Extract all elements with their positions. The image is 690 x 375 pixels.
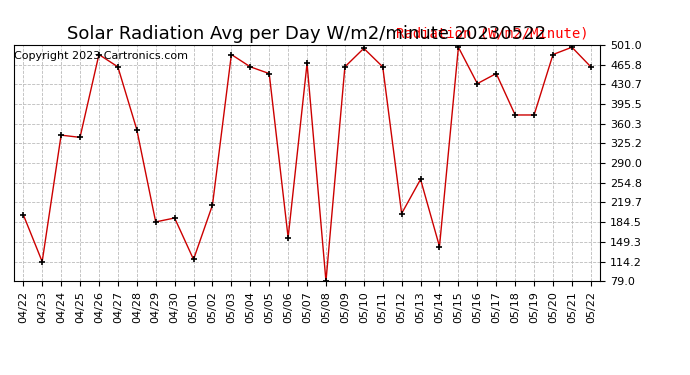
Text: Radiation (W/m2/Minute): Radiation (W/m2/Minute) <box>396 26 589 40</box>
Title: Solar Radiation Avg per Day W/m2/minute 20230522: Solar Radiation Avg per Day W/m2/minute … <box>68 26 546 44</box>
Text: Copyright 2023 Cartronics.com: Copyright 2023 Cartronics.com <box>14 51 188 61</box>
